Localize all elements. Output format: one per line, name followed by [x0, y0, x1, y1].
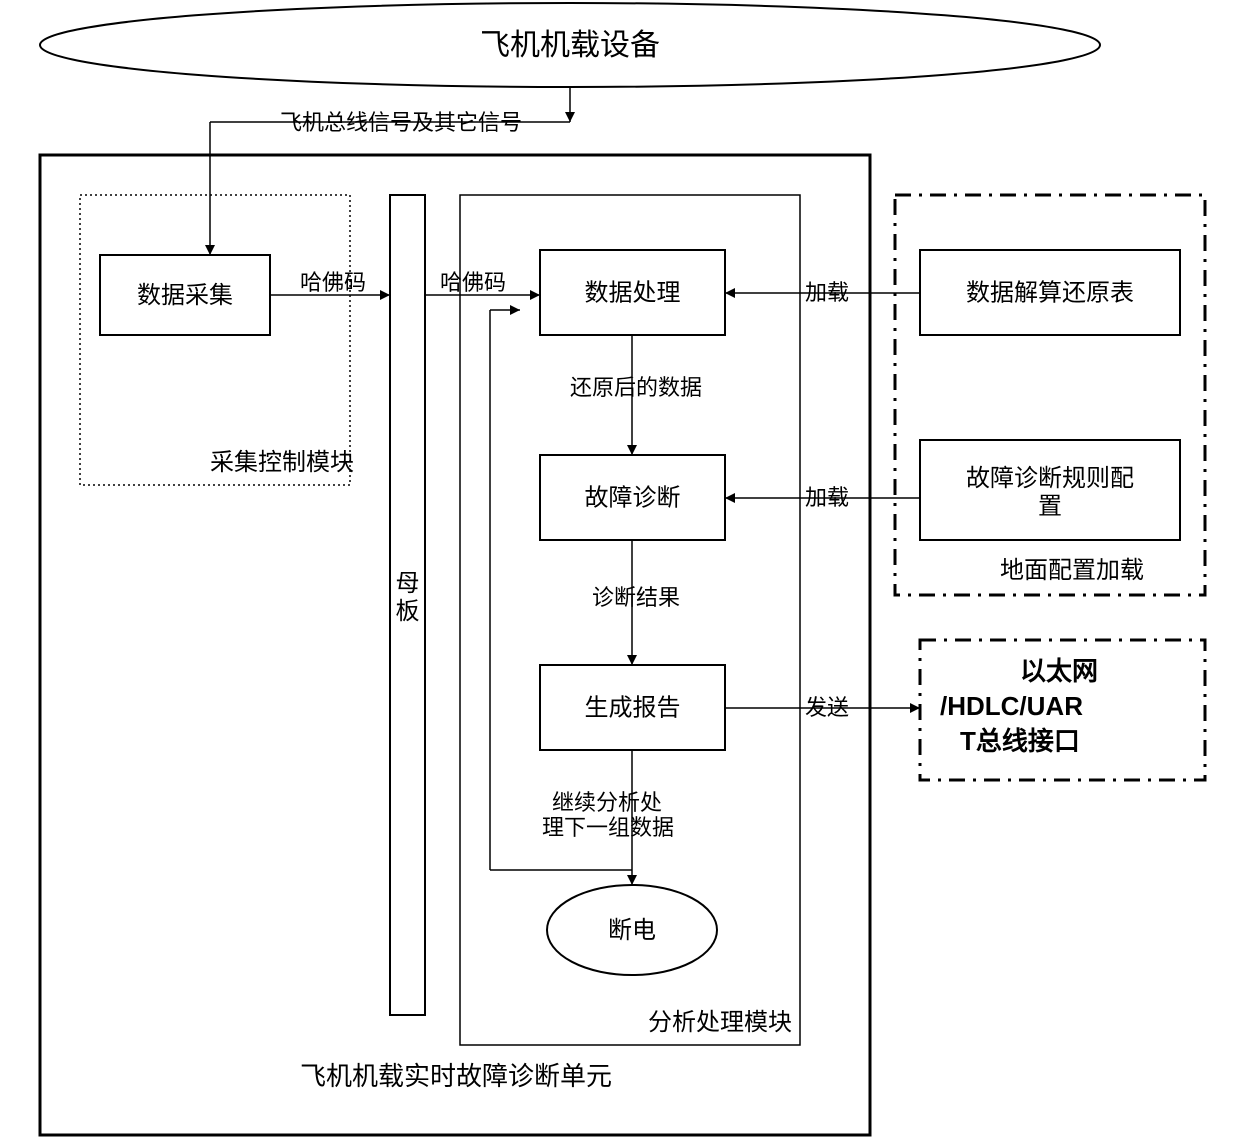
svg-text:数据处理: 数据处理 — [585, 280, 681, 307]
svg-text:生成报告: 生成报告 — [585, 695, 681, 722]
svg-text:置: 置 — [1038, 493, 1062, 520]
svg-text:飞机机载设备: 飞机机载设备 — [480, 29, 660, 62]
data-processing-box: 数据处理 — [540, 250, 725, 335]
fault-diag-rule-box: 故障诊断规则配置 — [920, 440, 1180, 540]
power-off-ellipse: 断电 — [547, 885, 717, 975]
svg-text:数据解算还原表: 数据解算还原表 — [966, 280, 1134, 307]
svg-text:加载: 加载 — [805, 280, 849, 305]
svg-text:哈佛码: 哈佛码 — [300, 270, 366, 295]
svg-text:故障诊断规则配: 故障诊断规则配 — [966, 465, 1134, 492]
svg-text:板: 板 — [396, 598, 420, 625]
svg-text:理下一组数据: 理下一组数据 — [542, 815, 674, 840]
svg-text:故障诊断: 故障诊断 — [585, 485, 681, 512]
svg-text:飞机机载实时故障诊断单元: 飞机机载实时故障诊断单元 — [300, 1061, 612, 1091]
svg-text:/HDLC/UAR: /HDLC/UAR — [940, 691, 1083, 721]
svg-text:断电: 断电 — [608, 917, 656, 944]
svg-text:发送: 发送 — [805, 695, 849, 720]
svg-text:分析处理模块: 分析处理模块 — [648, 1009, 792, 1036]
fault-diagnosis-box: 故障诊断 — [540, 455, 725, 540]
svg-text:诊断结果: 诊断结果 — [592, 585, 680, 610]
motherboard-box: 母板 — [390, 195, 425, 1015]
data-restore-table-box: 数据解算还原表 — [920, 250, 1180, 335]
svg-text:继续分析处: 继续分析处 — [552, 790, 662, 815]
svg-text:飞机总线信号及其它信号: 飞机总线信号及其它信号 — [280, 110, 522, 135]
svg-text:以太网: 以太网 — [1020, 656, 1098, 686]
svg-text:母: 母 — [396, 570, 420, 597]
acquisition-module-box — [80, 195, 350, 485]
data-acquisition-box: 数据采集 — [100, 255, 270, 335]
svg-text:哈佛码: 哈佛码 — [440, 270, 506, 295]
generate-report-box: 生成报告 — [540, 665, 725, 750]
svg-text:还原后的数据: 还原后的数据 — [570, 375, 702, 400]
svg-text:T总线接口: T总线接口 — [960, 726, 1080, 756]
svg-text:地面配置加载: 地面配置加载 — [1000, 557, 1144, 584]
svg-text:数据采集: 数据采集 — [137, 282, 233, 309]
svg-text:加载: 加载 — [805, 485, 849, 510]
svg-text:采集控制模块: 采集控制模块 — [210, 449, 354, 476]
airborne-equipment: 飞机机载设备 — [40, 3, 1100, 87]
